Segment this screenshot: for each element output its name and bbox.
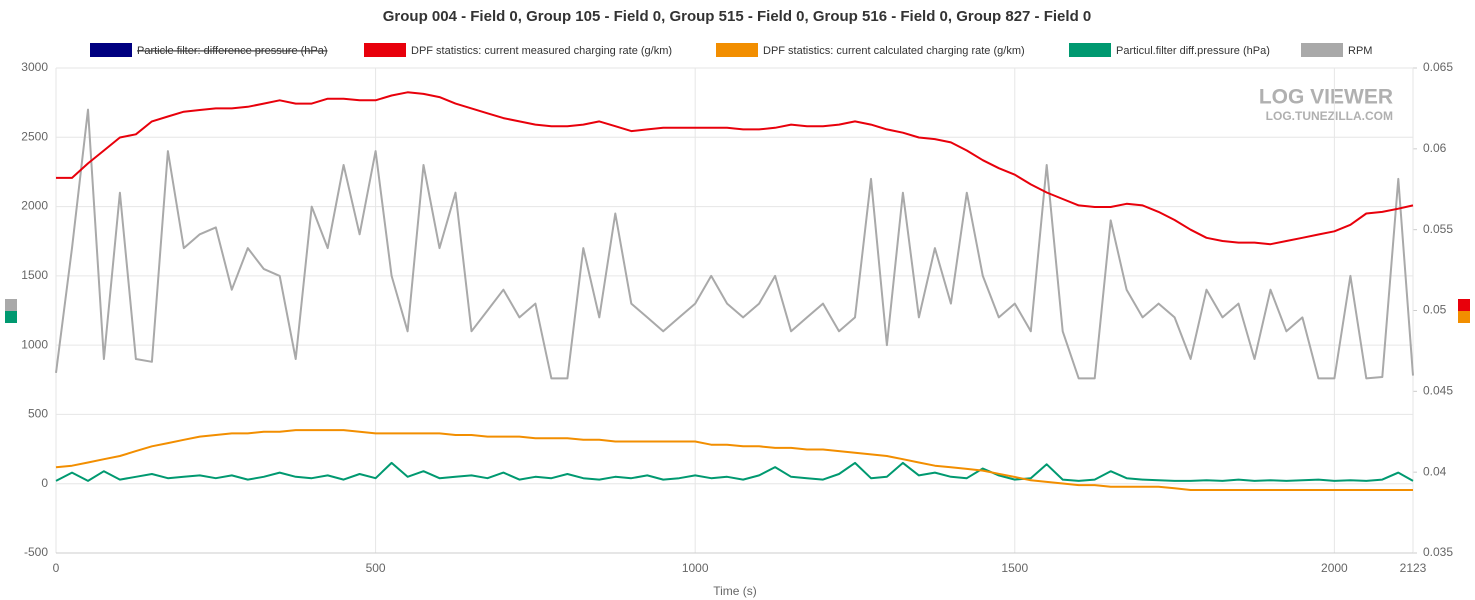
x-tick-label: 2000 xyxy=(1321,561,1348,575)
x-tick-label: 500 xyxy=(366,561,386,575)
y-tick-label: 1000 xyxy=(21,337,48,351)
series-line xyxy=(56,91,1414,246)
axis-indicator xyxy=(5,299,17,311)
legend-swatch xyxy=(90,43,132,57)
y-tick-label: -500 xyxy=(24,545,48,559)
series-line xyxy=(55,108,1414,380)
legend-swatch xyxy=(364,43,406,57)
y-tick-label: 0 xyxy=(41,476,48,490)
y-tick-label: 500 xyxy=(28,407,48,421)
y-tick-label: 2500 xyxy=(21,129,48,143)
y2-tick-label: 0.055 xyxy=(1423,222,1453,236)
legend-swatch xyxy=(1069,43,1111,57)
x-tick-label: 2123 xyxy=(1400,561,1427,575)
y2-tick-label: 0.065 xyxy=(1423,60,1453,74)
legend-label: RPM xyxy=(1348,45,1372,57)
y2-tick-label: 0.035 xyxy=(1423,545,1453,559)
watermark-url: LOG.TUNEZILLA.COM xyxy=(1266,109,1393,123)
watermark: LOG VIEWER xyxy=(1259,86,1393,109)
y2-tick-label: 0.045 xyxy=(1423,384,1453,398)
legend-label: Particul.filter diff.pressure (hPa) xyxy=(1116,45,1270,57)
legend-label: DPF statistics: current calculated charg… xyxy=(763,45,1025,57)
axis-indicator xyxy=(1458,299,1470,311)
y-tick-label: 2000 xyxy=(21,199,48,213)
x-tick-label: 0 xyxy=(53,561,60,575)
legend-label: Particle filter: difference pressure (hP… xyxy=(137,45,328,57)
legend-label: DPF statistics: current measured chargin… xyxy=(411,45,672,57)
y2-tick-label: 0.06 xyxy=(1423,141,1447,155)
legend-swatch xyxy=(716,43,758,57)
series-line xyxy=(55,429,1413,491)
series-line xyxy=(55,461,1414,482)
chart-title: Group 004 - Field 0, Group 105 - Field 0… xyxy=(383,8,1092,25)
x-axis-label: Time (s) xyxy=(713,584,757,598)
axis-indicator xyxy=(5,311,17,323)
y-tick-label: 3000 xyxy=(21,60,48,74)
y-tick-label: 1500 xyxy=(21,268,48,282)
x-tick-label: 1000 xyxy=(682,561,709,575)
axis-indicator xyxy=(1458,311,1470,323)
y2-tick-label: 0.04 xyxy=(1423,464,1447,478)
y2-tick-label: 0.05 xyxy=(1423,303,1447,317)
legend-swatch xyxy=(1301,43,1343,57)
x-tick-label: 1500 xyxy=(1001,561,1028,575)
